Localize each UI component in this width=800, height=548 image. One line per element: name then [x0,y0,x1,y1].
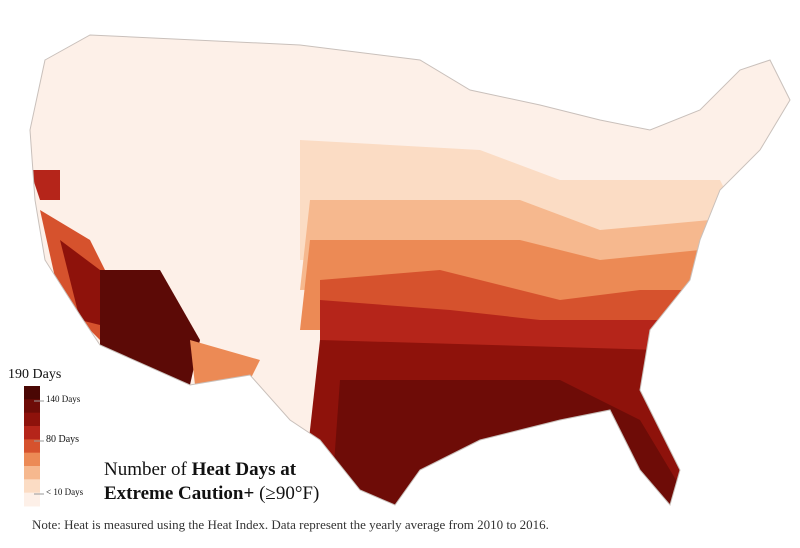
title-bold: Heat Days at [191,459,297,480]
legend-label: 140 Days [46,394,81,404]
title-bold: Extreme Caution+ [104,483,255,504]
title-text: Number of [104,459,192,480]
legend-swatch [24,412,40,427]
legend-swatch [24,399,40,414]
legend-swatch [24,452,40,467]
legend-swatch [24,492,40,507]
legend-swatch [24,426,40,440]
map-title: Number of Heat Days at Extreme Caution+ … [104,458,319,506]
note: Note: Heat is measured using the Heat In… [32,517,549,532]
legend-label: 80 Days [46,434,80,445]
legend-swatch [24,439,40,454]
legend-label: < 10 Days [46,487,84,497]
legend [24,386,44,507]
title-text: (≥90°F) [254,483,320,504]
legend-swatch [24,466,40,480]
legend-top-label: 190 Days [8,367,62,382]
legend-swatch [24,479,40,494]
map-outline [29,34,791,507]
legend-swatch [24,386,40,400]
